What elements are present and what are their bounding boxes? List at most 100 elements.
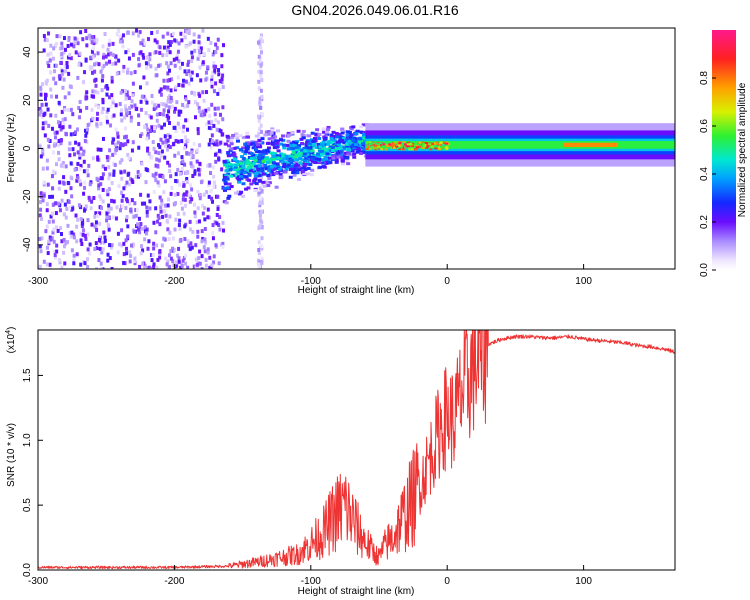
spectrogram-cell (72, 253, 76, 258)
spectrogram-cell (330, 139, 335, 143)
spectrogram-cell (39, 207, 43, 212)
spectrogram-cell (130, 243, 134, 248)
spectrogram-cell (183, 197, 187, 202)
spectrogram-cell (325, 157, 330, 161)
spectrogram-cell (183, 224, 187, 229)
spectrogram-cell (112, 172, 116, 177)
spectrogram-cell (280, 134, 285, 138)
spectrogram-cell (239, 164, 244, 168)
spectrogram-cell (269, 128, 274, 132)
spectrogram-cell (125, 199, 129, 204)
spectrogram-cell (287, 163, 292, 167)
spectrogram-cell (278, 165, 283, 169)
spectrogram-cell (80, 242, 84, 247)
spectrogram-x-tick-label: -100 (301, 276, 321, 287)
spectrogram-cell (50, 194, 54, 199)
spectrogram-cell (110, 198, 114, 203)
spectrogram-cell (83, 261, 87, 266)
spectrogram-cell (323, 155, 328, 159)
spectrogram-y-label: Frequency (Hz) (6, 114, 17, 183)
spectrogram-cell (308, 163, 313, 167)
spectrogram-cell (111, 41, 115, 46)
spectrogram-cell (215, 212, 219, 217)
spectrogram-cell (235, 168, 240, 172)
spectrogram-cell (82, 169, 86, 174)
spectrogram-cell (179, 201, 183, 206)
spectrogram-cell (107, 165, 111, 170)
spectrogram-cell (147, 265, 151, 269)
spectrogram-cell (209, 170, 213, 175)
spectrogram-cell (39, 200, 43, 205)
spectrogram-cell (247, 173, 252, 177)
spectrogram-cell (246, 160, 251, 164)
spectrogram-cell (421, 147, 425, 150)
spectrogram-cell (101, 136, 105, 141)
spectrogram-cell (38, 213, 42, 218)
spectrogram-cell (139, 251, 143, 256)
spectrogram-cell (52, 150, 56, 155)
spectrogram-cell (99, 205, 103, 210)
spectrogram-cell (58, 180, 62, 185)
spectrogram-cell (78, 179, 82, 184)
spectrogram-cell (152, 146, 156, 151)
spectrogram-cell (173, 63, 177, 68)
spectrogram-cell (126, 94, 130, 99)
spectrogram-cell (301, 166, 306, 170)
spectrogram-cell (153, 126, 157, 131)
spectrogram-cell (84, 96, 88, 101)
spectrogram-cell (190, 50, 194, 55)
spectrogram-cell (225, 165, 230, 169)
spectrogram-cell (96, 111, 100, 116)
spectrogram-cell (249, 156, 254, 160)
spectrogram-cell (128, 182, 132, 187)
spectrogram-cell (136, 170, 140, 175)
spectrogram-cell (153, 103, 157, 108)
spectrogram-cell (286, 134, 291, 138)
spectrogram-cell (334, 131, 339, 135)
spectrogram-cell (63, 47, 67, 52)
spectrogram-cell (101, 199, 105, 204)
spectrogram-cell (253, 174, 258, 178)
spectrogram-cell (198, 93, 202, 98)
spectrogram-cell (74, 213, 78, 218)
spectrogram-cell (109, 206, 113, 211)
spectrogram-cell (165, 262, 169, 267)
spectrogram-cell (223, 182, 228, 186)
spectrogram-cell (342, 155, 347, 159)
spectrogram-cell (259, 74, 263, 79)
spectrogram-cell (119, 90, 123, 95)
spectrogram-cell (252, 171, 257, 175)
spectrogram-cell (223, 162, 228, 166)
spectrogram-cell (72, 44, 76, 49)
spectrogram-cell (188, 41, 192, 46)
spectrogram-cell (76, 75, 80, 80)
spectrogram-cell (174, 85, 178, 90)
spectrogram-cell (300, 162, 305, 166)
spectrogram-cell (331, 130, 336, 134)
spectrogram-cell (221, 141, 225, 146)
spectrogram-cell (80, 221, 84, 226)
spectrogram-cell (150, 253, 154, 258)
spectrogram-cell (157, 215, 161, 220)
spectrogram-cell (45, 158, 49, 163)
spectrogram-cell (189, 73, 193, 78)
spectrogram-cell (153, 38, 157, 43)
spectrogram-cell (221, 220, 225, 225)
spectrogram-cell (284, 154, 289, 158)
spectrogram-cell (213, 106, 217, 111)
spectrogram-cell (226, 154, 231, 158)
spectrogram-cell (402, 141, 406, 144)
spectrogram-cell (255, 145, 260, 149)
spectrogram-cell (217, 68, 221, 73)
spectrogram-cell (424, 142, 428, 145)
spectrogram-cell (42, 48, 46, 53)
spectrogram-cell (187, 42, 191, 47)
spectrogram-cell (312, 143, 317, 147)
snr-x-ticks: -300 -200 -100 0 100 (28, 565, 592, 587)
spectrogram-cell (226, 151, 231, 155)
spectrogram-cell (326, 125, 331, 129)
spectrogram-cell (328, 160, 333, 164)
spectrogram-cell (75, 37, 79, 42)
spectrogram-cell (164, 103, 168, 108)
spectrogram-cell (334, 159, 339, 163)
